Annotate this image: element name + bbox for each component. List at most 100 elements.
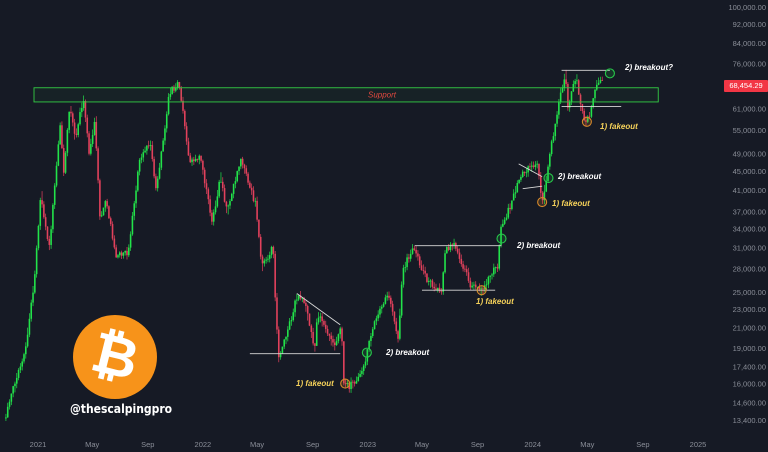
- candle-body: [444, 253, 446, 273]
- candle-body: [447, 246, 450, 251]
- candle-body: [223, 188, 226, 202]
- candle-body: [594, 89, 596, 99]
- candle-body: [361, 370, 363, 374]
- candle-body: [265, 259, 267, 261]
- candle-body: [19, 366, 22, 370]
- candle-body: [108, 206, 110, 219]
- candle-body: [364, 361, 367, 366]
- candle-body: [512, 193, 515, 201]
- candle-body: [399, 315, 401, 339]
- x-tick-label: 2023: [359, 440, 376, 449]
- y-tick-label: 17,400.00: [733, 362, 766, 371]
- candle-body: [456, 248, 459, 253]
- candle-body: [106, 201, 108, 207]
- candle-body: [279, 353, 282, 358]
- y-tick-label: 23,000.00: [733, 305, 766, 314]
- candle-body: [6, 406, 9, 418]
- candle-body: [534, 164, 537, 167]
- candle-body: [73, 122, 76, 134]
- candle-body: [32, 292, 34, 303]
- candle-body: [14, 383, 16, 387]
- x-tick-label: May: [415, 440, 429, 449]
- candle-body: [521, 171, 524, 177]
- candle-body: [326, 328, 329, 334]
- candle-body: [196, 158, 199, 160]
- candle-body: [155, 176, 157, 189]
- candle-body: [449, 244, 452, 251]
- y-tick-label: 34,000.00: [733, 225, 766, 234]
- candle-body: [541, 192, 544, 201]
- candle-body: [97, 148, 99, 181]
- annotation-breakout-2: 2) breakout: [385, 348, 429, 357]
- candle-body: [317, 317, 320, 323]
- candle-body: [200, 155, 202, 161]
- candle-body: [402, 267, 405, 285]
- candle-body: [288, 321, 291, 330]
- candle-body: [118, 252, 121, 256]
- candle-body: [44, 217, 47, 227]
- candle-body: [586, 116, 589, 122]
- candle-body: [380, 306, 383, 309]
- candle-body: [554, 123, 557, 137]
- candle-body: [184, 110, 186, 127]
- candle-body: [422, 269, 425, 271]
- candle-body: [211, 212, 213, 222]
- candle-body: [471, 285, 473, 288]
- y-tick-label: 84,000.00: [733, 39, 766, 48]
- candle-body: [469, 280, 472, 288]
- candle-body: [158, 167, 161, 179]
- candle-body: [250, 187, 253, 191]
- candle-body: [411, 248, 414, 254]
- candle-body: [21, 361, 23, 367]
- candle-body: [509, 207, 511, 210]
- candle-body: [498, 245, 501, 269]
- candle-body: [485, 284, 488, 286]
- candle-body: [137, 171, 139, 191]
- candle-body: [301, 298, 304, 299]
- candle-body: [109, 218, 112, 225]
- candle-body: [493, 267, 495, 275]
- candle-body: [221, 181, 224, 189]
- y-axis: 100,000.00 92,000.00 84,000.00 76,000.00 61,…: [728, 3, 766, 425]
- candle-body: [261, 256, 264, 264]
- candle-body: [277, 329, 280, 358]
- candle-body: [478, 286, 481, 290]
- candle-body: [308, 313, 311, 326]
- candle-body: [400, 284, 403, 316]
- candle-body: [314, 343, 316, 346]
- annotation-fakeout-4: 1) fakeout: [600, 122, 638, 131]
- candle-body: [122, 252, 125, 256]
- candle-body: [144, 150, 146, 153]
- candle-body: [592, 98, 594, 107]
- candle-body: [303, 298, 305, 303]
- candle-body: [236, 171, 239, 182]
- candle-body: [335, 341, 338, 346]
- candle-body: [205, 183, 208, 190]
- candle-body: [270, 246, 273, 256]
- candle-body: [287, 329, 289, 337]
- candle-body: [57, 144, 60, 166]
- y-tick-label: 14,600.00: [733, 398, 766, 407]
- candle-body: [315, 322, 318, 346]
- x-tick-label: Sep: [306, 440, 319, 449]
- candle-body: [151, 145, 154, 160]
- support-zone: [33, 87, 659, 103]
- candle-body: [296, 299, 298, 301]
- candle-body: [397, 331, 399, 339]
- candle-body: [431, 280, 434, 287]
- candle-body: [203, 169, 206, 184]
- candle-body: [599, 80, 602, 83]
- candle-body: [48, 238, 51, 245]
- candle-body: [366, 349, 369, 362]
- candle-body: [50, 229, 52, 245]
- candle-body: [81, 108, 83, 113]
- candle-body: [474, 284, 477, 288]
- candle-body: [142, 152, 145, 158]
- x-tick-label: 2021: [30, 440, 47, 449]
- candle-body: [252, 190, 255, 201]
- candle-body: [597, 82, 600, 85]
- candle-body: [230, 193, 233, 202]
- candle-body: [496, 267, 499, 269]
- candle-body: [156, 178, 159, 189]
